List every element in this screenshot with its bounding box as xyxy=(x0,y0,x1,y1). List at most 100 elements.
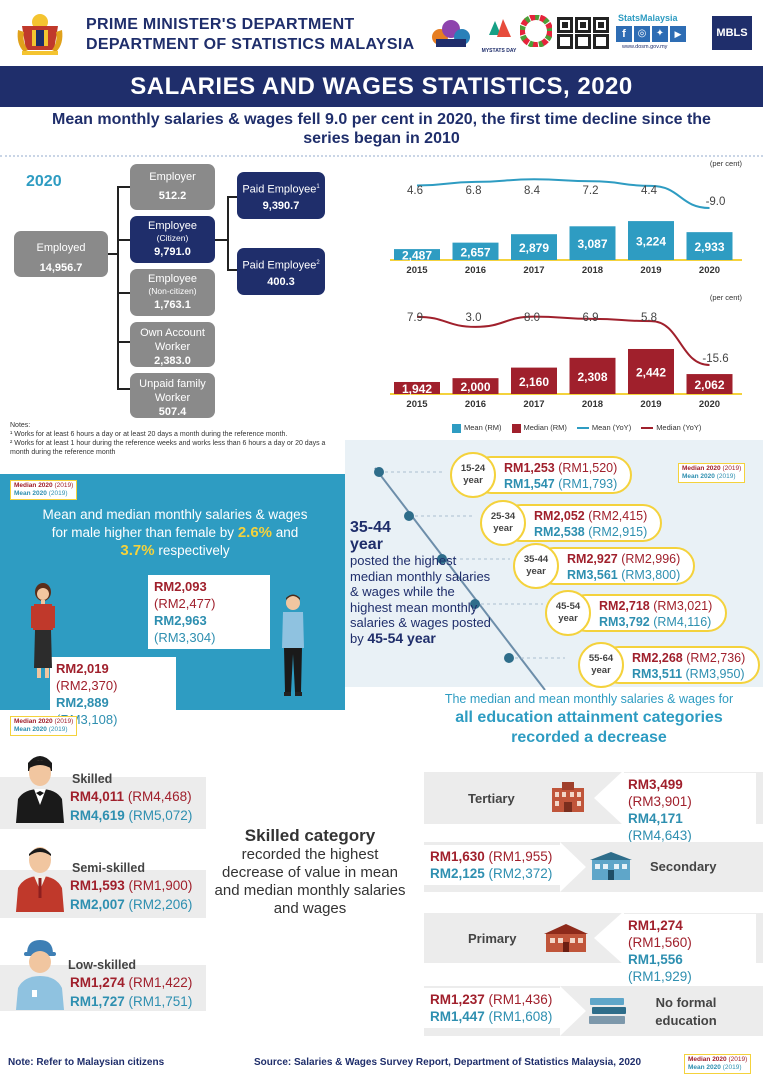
employee-noncitizen-value: 1,763.1 xyxy=(154,299,191,311)
mystats-label: MYSTATS DAY xyxy=(481,48,517,54)
age-median-prev: (RM3,021) xyxy=(653,599,713,613)
skill-key-median: Median 2020 xyxy=(14,718,53,725)
age-group-label-1: 25-34 xyxy=(490,511,516,522)
gender-text: Mean and median monthly salaries & wages… xyxy=(40,506,310,560)
bar xyxy=(628,221,674,260)
male-figure-icon xyxy=(278,592,308,700)
key-median-prev: (2019) xyxy=(54,482,74,489)
age-group-circle: 45-54 year xyxy=(545,590,591,636)
male-median: RM2,093 xyxy=(154,579,207,594)
x-tick-label: 2018 xyxy=(582,399,603,410)
age-mean-prev: (RM3,950) xyxy=(685,667,745,681)
bar xyxy=(452,378,499,394)
key-median: Median 2020 xyxy=(14,482,53,489)
bar-value-label: 2,308 xyxy=(577,370,607,384)
yoy-value-label: 4.6 xyxy=(407,185,423,197)
statsmalaysia-label: StatsMalaysia xyxy=(618,13,678,23)
paid1-sup: 1 xyxy=(316,184,320,190)
x-tick-label: 2019 xyxy=(640,399,661,410)
age-values: RM2,927 (RM2,996) RM3,561 (RM3,800) xyxy=(567,551,680,583)
age-key-mean-prev: (2019) xyxy=(716,473,736,480)
header-line2: DEPARTMENT OF STATISTICS MALAYSIA xyxy=(86,36,415,53)
x-tick-label: 2016 xyxy=(465,265,486,276)
age-values: RM2,268 (RM2,736) RM3,511 (RM3,950) xyxy=(632,650,745,682)
bar-value-label: 2,879 xyxy=(519,241,549,255)
header-line1: PRIME MINISTER'S DEPARTMENT xyxy=(86,16,355,33)
employee-noncitizen-box: Employee (Non-citizen) 1,763.1 xyxy=(130,269,215,316)
age-key-mean: Mean 2020 xyxy=(682,473,715,480)
tertiary-mean-prev: (RM4,643) xyxy=(628,828,692,843)
noformal-values: RM1,237 (RM1,436) RM1,447 (RM1,608) xyxy=(424,988,560,1028)
tree-connector xyxy=(108,253,117,255)
page-title: SALARIES AND WAGES STATISTICS, 2020 xyxy=(0,66,763,107)
noformal-mean-prev: (RM1,608) xyxy=(488,1009,553,1024)
female-figure-icon xyxy=(28,582,58,682)
age-group-circle: 55-64 year xyxy=(578,642,624,688)
primary-school-icon xyxy=(544,924,588,952)
sdg-wheel-logo xyxy=(519,14,553,49)
skilled-worker-icon xyxy=(14,751,66,823)
unpaid-label1: Unpaid family xyxy=(139,378,206,390)
tree-connector xyxy=(117,186,130,188)
facebook-icon[interactable]: f xyxy=(616,26,632,42)
age-key-median-prev: (2019) xyxy=(722,465,742,472)
youtube-icon[interactable]: ▶ xyxy=(670,26,686,42)
instagram-icon[interactable]: ◎ xyxy=(634,26,650,42)
skilled-label: Skilled xyxy=(72,772,113,786)
skill-key-median-prev: (2019) xyxy=(54,718,74,725)
twitter-icon[interactable]: ✦ xyxy=(652,26,668,42)
x-tick-label: 2020 xyxy=(699,265,720,276)
noformal-arrow-icon xyxy=(560,986,586,1036)
tertiary-label: Tertiary xyxy=(468,791,515,806)
age-group-pill: RM2,718 (RM3,021) RM3,792 (RM4,116) xyxy=(567,594,727,632)
yoy-line xyxy=(416,178,710,209)
skilled-mean: RM4,619 xyxy=(70,808,125,823)
skill-key-mean: Mean 2020 xyxy=(14,726,47,733)
age-summary: 35-44 year posted the highest median mon… xyxy=(350,519,500,646)
age-values: RM2,052 (RM2,415) RM2,538 (RM2,915) xyxy=(534,508,647,540)
age-group-label-1: 55-64 xyxy=(588,653,614,664)
age-mean-prev: (RM3,800) xyxy=(621,568,681,582)
paid-employee-2-box: Paid Employee2 400.3 xyxy=(237,248,325,295)
secondary-mean: RM2,125 xyxy=(430,866,485,881)
legend-mean-rm: Mean (RM) xyxy=(452,423,502,433)
low-mean-prev: (RM1,751) xyxy=(128,994,193,1009)
x-tick-label: 2016 xyxy=(465,399,486,410)
age-group-circle: 15-24 year xyxy=(450,452,496,498)
x-tick-label: 2019 xyxy=(640,265,661,276)
secondary-values: RM1,630 (RM1,955) RM2,125 (RM2,372) xyxy=(424,845,560,885)
x-tick-label: 2015 xyxy=(406,399,428,410)
noformal-median-prev: (RM1,436) xyxy=(488,992,553,1007)
education-bold-1: all education attainment categories xyxy=(455,709,723,726)
skill-text: recorded the highest decrease of value i… xyxy=(214,846,406,917)
age-mean: RM1,547 xyxy=(504,477,555,491)
footer-key-mean: Mean 2020 xyxy=(688,1064,721,1071)
bar-value-label: 3,087 xyxy=(577,237,607,251)
yoy-value-label: -9.0 xyxy=(706,196,726,208)
footer-source: Source: Salaries & Wages Survey Report, … xyxy=(254,1057,642,1068)
low-median: RM1,274 xyxy=(70,975,125,990)
malaysia-coat-of-arms xyxy=(14,10,66,56)
bar-value-label: 2,062 xyxy=(694,378,724,392)
employee-citizen-sub: (Citizen) xyxy=(156,233,189,243)
x-tick-label: 2015 xyxy=(406,265,428,276)
skill-key-mean-prev: (2019) xyxy=(48,726,68,733)
page-subtitle: Mean monthly salaries & wages fell 9.0 p… xyxy=(52,111,711,147)
bar-value-label: 2,160 xyxy=(519,375,549,389)
gender-pct1: 2.6% xyxy=(237,524,273,541)
unpaid-family-box: Unpaid family Worker 507.4 xyxy=(130,373,215,418)
tertiary-median-prev: (RM3,901) xyxy=(628,794,692,809)
gender-key: Median 2020 (2019) Mean 2020 (2019) xyxy=(10,480,78,500)
legend-mean-yoy-label: Mean (YoY) xyxy=(591,423,632,432)
age-values: RM1,253 (RM1,520) RM1,547 (RM1,793) xyxy=(504,460,617,492)
low-skilled-worker-icon xyxy=(14,936,66,1010)
age-median-prev: (RM1,520) xyxy=(558,461,618,475)
bar xyxy=(569,357,616,394)
x-tick-label: 2017 xyxy=(523,265,544,276)
employer-value: 512.2 xyxy=(158,190,187,202)
age-group-pill: RM2,052 (RM2,415) RM2,538 (RM2,915) xyxy=(502,504,662,542)
age-timeline xyxy=(374,467,565,690)
noformal-label: No formal education xyxy=(650,994,722,1030)
employee-citizen-label: Employee xyxy=(148,220,197,232)
bar xyxy=(511,367,557,394)
